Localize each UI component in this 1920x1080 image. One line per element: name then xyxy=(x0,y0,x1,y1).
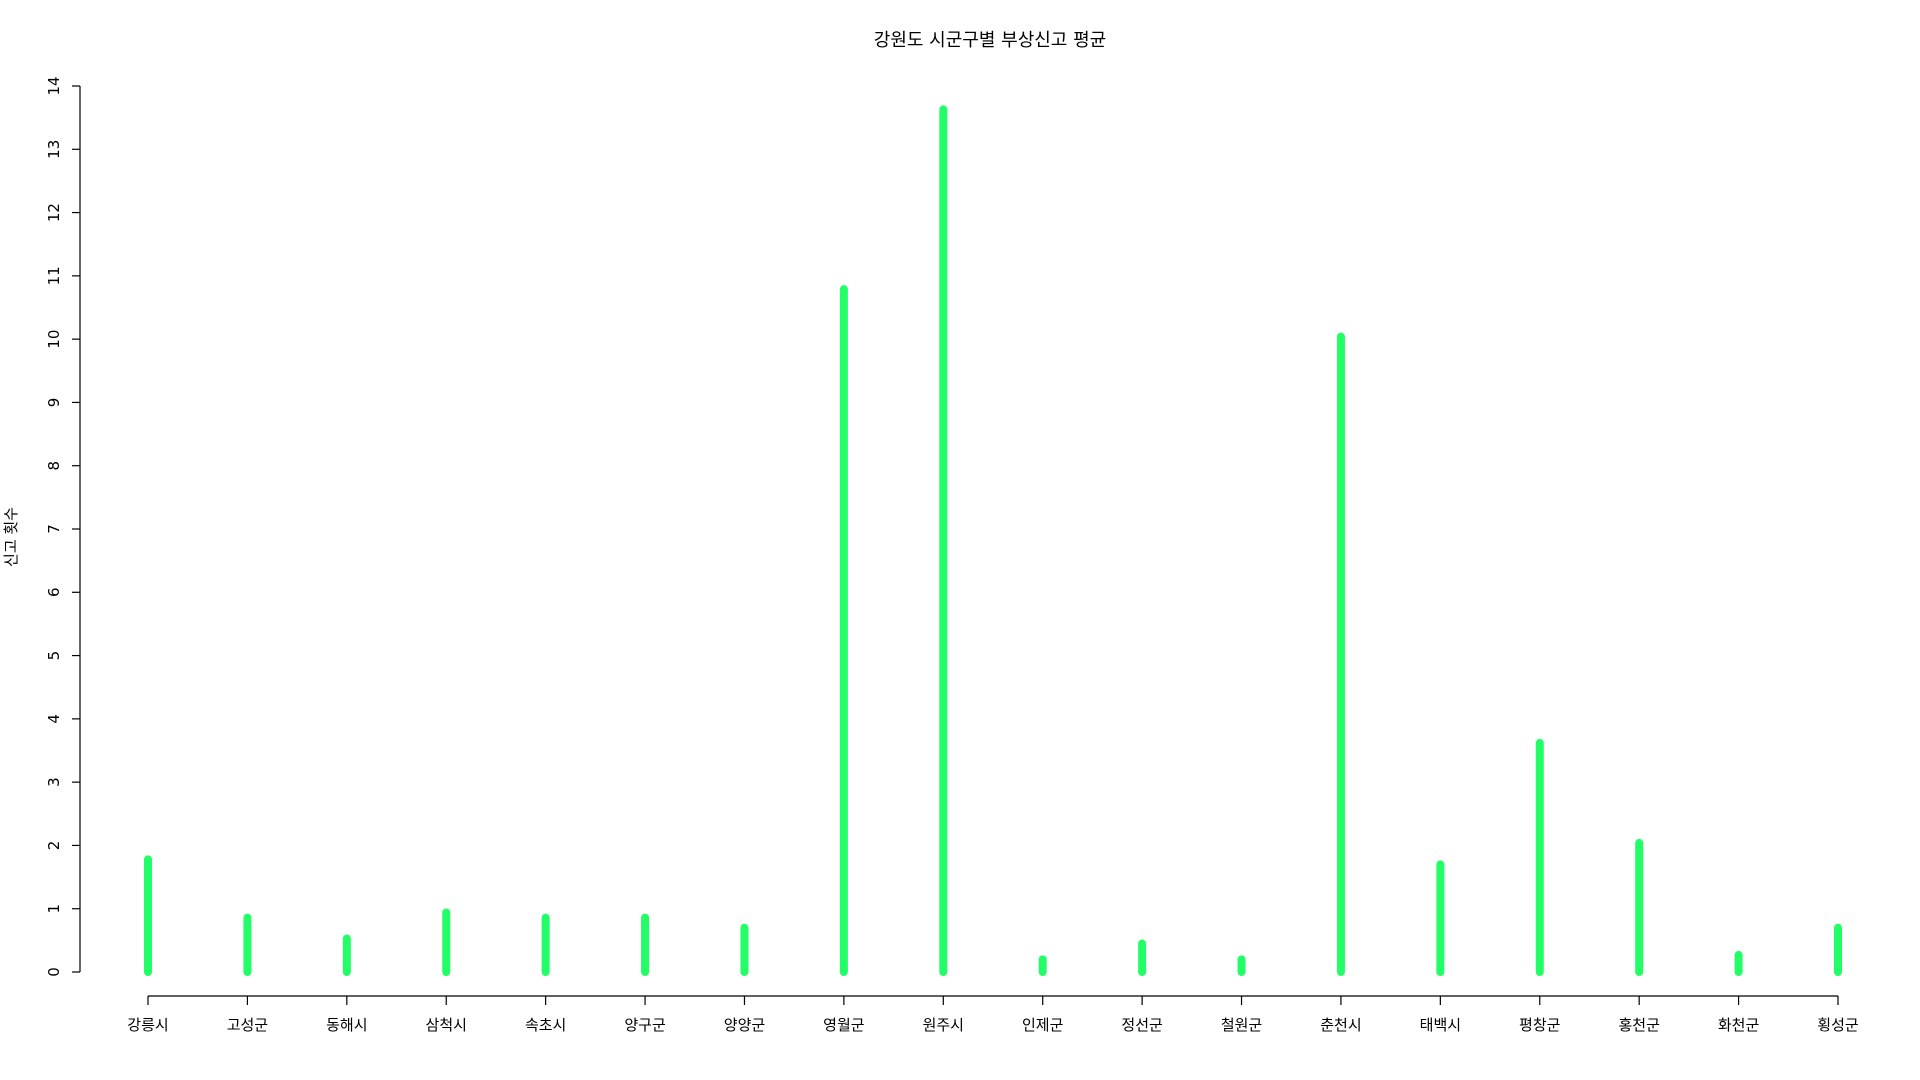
x-tick-label: 양양군 xyxy=(724,1016,766,1034)
y-tick-label: 4 xyxy=(45,714,63,724)
x-tick-label: 철원군 xyxy=(1221,1016,1263,1034)
y-tick-label: 6 xyxy=(45,588,63,598)
y-tick-label: 10 xyxy=(45,330,63,349)
x-axis: 강릉시 고성군 동해시 삼척시 속초시 양구군 양양군 영월군 원주시 인제군 정선군 철원군 춘천시 태… xyxy=(127,995,1859,1034)
y-tick-label: 8 xyxy=(45,461,63,471)
y-axis-label: 신고 횟수 xyxy=(2,507,20,567)
y-tick-label: 2 xyxy=(45,841,63,851)
x-tick-label: 춘천시 xyxy=(1320,1016,1361,1034)
x-tick-label: 정선군 xyxy=(1121,1016,1163,1034)
x-tick-label: 인제군 xyxy=(1022,1016,1064,1034)
x-tick-label: 태백시 xyxy=(1420,1016,1461,1034)
y-tick-label: 7 xyxy=(45,524,63,534)
x-tick-label: 강릉시 xyxy=(127,1016,168,1034)
y-tick-label: 1 xyxy=(45,904,63,914)
x-tick-label: 원주시 xyxy=(923,1016,964,1034)
x-tick-label: 홍천군 xyxy=(1618,1016,1660,1034)
y-tick-label: 14 xyxy=(45,76,63,95)
x-tick-label: 삼척시 xyxy=(426,1016,467,1034)
x-tick-label: 횡성군 xyxy=(1817,1016,1859,1034)
y-tick-label: 13 xyxy=(45,140,63,159)
x-tick-label: 평창군 xyxy=(1519,1016,1561,1034)
y-tick-label: 9 xyxy=(45,398,63,408)
y-tick-label: 12 xyxy=(45,203,63,222)
x-tick-label: 고성군 xyxy=(227,1016,269,1034)
y-tick-label: 3 xyxy=(45,777,63,787)
x-tick-label: 속초시 xyxy=(525,1016,566,1034)
y-tick-label: 5 xyxy=(45,651,63,661)
x-tick-label: 동해시 xyxy=(326,1016,367,1034)
x-tick-label: 화천군 xyxy=(1718,1016,1760,1034)
y-tick-label: 0 xyxy=(45,967,63,977)
x-tick-label: 영월군 xyxy=(823,1016,865,1034)
bars xyxy=(144,105,1842,976)
x-tick-label: 양구군 xyxy=(624,1016,666,1034)
chart-title: 강원도 시군구별 부상신고 평균 xyxy=(874,30,1106,51)
y-tick-label: 11 xyxy=(45,266,63,285)
